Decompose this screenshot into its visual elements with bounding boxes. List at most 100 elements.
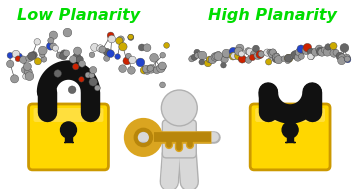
Point	[281, 57, 287, 60]
Point	[120, 67, 125, 70]
Point	[240, 58, 245, 61]
Point	[199, 54, 205, 57]
Point	[104, 50, 110, 53]
Point	[75, 50, 81, 53]
Point	[308, 55, 314, 58]
Point	[128, 35, 134, 38]
Point	[221, 64, 226, 67]
Point	[270, 51, 276, 54]
Point	[216, 52, 221, 55]
Point	[230, 55, 236, 58]
Point	[141, 69, 147, 72]
Point	[116, 39, 122, 42]
Point	[274, 55, 280, 58]
Point	[325, 45, 331, 48]
Point	[192, 56, 197, 59]
Point	[337, 55, 343, 58]
Point	[40, 49, 45, 52]
Point	[324, 50, 330, 53]
Point	[164, 44, 169, 47]
Point	[309, 55, 314, 58]
Point	[199, 60, 205, 64]
Point	[108, 52, 113, 55]
Point	[223, 52, 229, 55]
Point	[316, 47, 322, 50]
Point	[147, 67, 153, 70]
Point	[7, 62, 13, 65]
FancyBboxPatch shape	[250, 104, 330, 170]
Point	[237, 47, 243, 50]
Text: Low Planarity: Low Planarity	[17, 8, 140, 23]
Point	[252, 53, 257, 56]
Point	[190, 56, 196, 59]
Point	[273, 55, 279, 58]
Point	[231, 54, 237, 57]
Point	[160, 65, 166, 68]
Point	[95, 86, 100, 89]
Point	[160, 64, 165, 67]
Point	[305, 46, 310, 49]
Point	[258, 53, 264, 56]
Point	[120, 45, 126, 48]
Point	[25, 70, 31, 74]
Point	[12, 77, 18, 80]
Point	[246, 58, 251, 61]
Point	[293, 53, 299, 56]
Point	[129, 69, 134, 72]
FancyBboxPatch shape	[29, 104, 108, 170]
Point	[61, 54, 66, 57]
FancyArrow shape	[64, 130, 73, 142]
Point	[339, 57, 345, 60]
Point	[151, 56, 157, 59]
Point	[148, 67, 154, 70]
Point	[291, 54, 297, 57]
Point	[321, 48, 327, 51]
Point	[74, 55, 80, 58]
Point	[100, 48, 105, 51]
Point	[213, 55, 219, 58]
Point	[345, 58, 350, 61]
Point	[198, 53, 203, 56]
FancyBboxPatch shape	[162, 120, 196, 158]
Point	[207, 58, 212, 61]
Point	[298, 47, 304, 50]
Point	[90, 69, 96, 72]
Point	[230, 50, 236, 53]
Point	[63, 52, 69, 55]
Point	[270, 52, 275, 55]
Point	[291, 53, 297, 56]
Point	[89, 53, 95, 56]
Point	[104, 57, 110, 60]
Point	[73, 65, 78, 68]
Point	[109, 37, 115, 40]
Point	[276, 58, 281, 61]
Point	[108, 34, 113, 37]
Point	[273, 57, 279, 60]
Point	[285, 59, 291, 62]
Point	[90, 80, 96, 83]
Point	[154, 69, 160, 72]
Point	[342, 46, 347, 50]
Point	[69, 88, 75, 91]
Circle shape	[161, 90, 197, 126]
Point	[299, 55, 304, 58]
Point	[257, 53, 263, 56]
Point	[124, 59, 130, 62]
Point	[216, 55, 221, 58]
Point	[144, 69, 150, 72]
Point	[266, 60, 271, 63]
Point	[139, 46, 145, 49]
Point	[295, 56, 301, 59]
Point	[286, 57, 291, 60]
Point	[20, 58, 26, 61]
Point	[26, 57, 32, 60]
FancyBboxPatch shape	[34, 108, 103, 122]
Point	[48, 45, 53, 48]
Point	[35, 60, 41, 63]
Point	[79, 78, 84, 81]
Point	[212, 55, 218, 58]
Point	[79, 62, 85, 65]
Point	[144, 46, 150, 49]
Point	[339, 59, 344, 62]
Point	[13, 53, 19, 56]
